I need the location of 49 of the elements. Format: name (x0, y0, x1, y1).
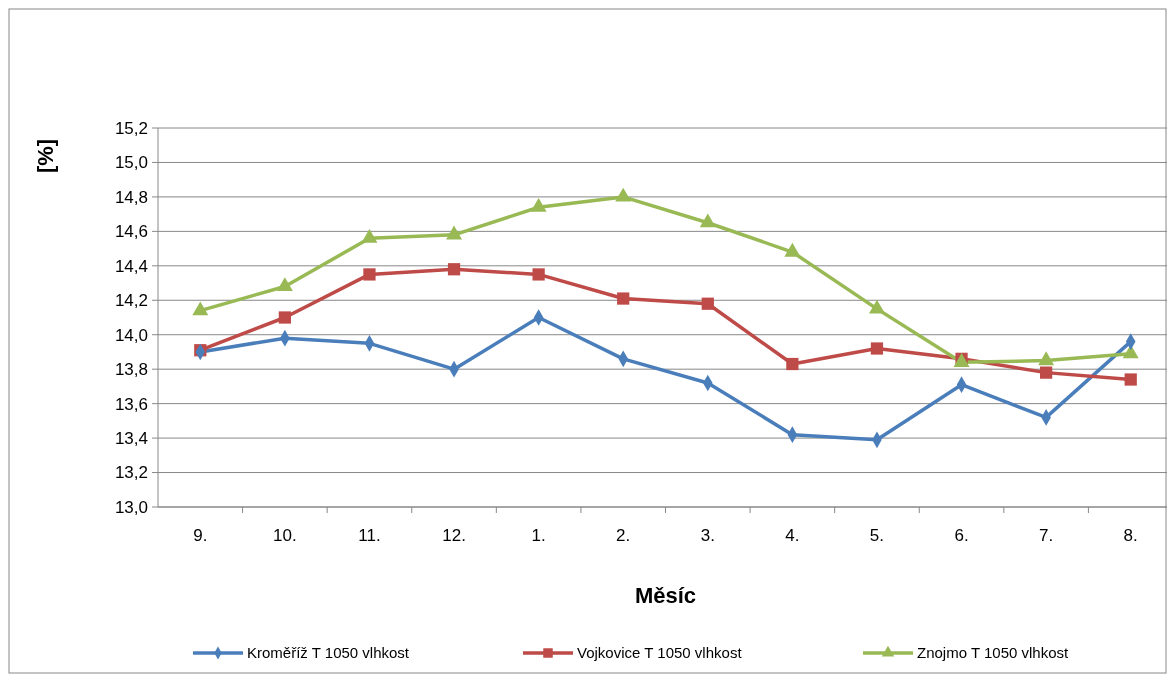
y-tick-label: 14,0 (114, 325, 148, 345)
x-tick-label: 11. (358, 526, 381, 545)
y-tick-label: 14,6 (114, 222, 148, 242)
point (1038, 351, 1055, 366)
point (868, 299, 885, 314)
x-tick-label: 4. (785, 526, 800, 545)
x-tick-label: 9. (193, 526, 208, 545)
y-tick-label: 14,2 (114, 291, 148, 311)
x-tick-label: 3. (700, 526, 715, 545)
point (192, 301, 209, 316)
x-tick-label: 12. (442, 526, 466, 545)
y-axis-title: [%] (33, 138, 58, 174)
point (870, 342, 884, 355)
legend-label: Znojmo T 1050 vlhkost (917, 644, 1070, 662)
x-tick-label: 8. (1123, 526, 1138, 545)
x-tick-label: 2. (616, 526, 631, 545)
point (786, 357, 799, 371)
x-axis-title: Měsíc (634, 583, 697, 608)
point (530, 198, 547, 212)
x-tick-label: 10. (273, 526, 297, 545)
point (784, 242, 801, 257)
point (1040, 366, 1053, 379)
legend-label: Kroměříž T 1050 vlhkost (247, 644, 410, 662)
y-tick-label: 14,4 (114, 256, 148, 276)
point (615, 187, 632, 202)
point (699, 213, 716, 228)
x-tick-label: 7. (1039, 526, 1054, 545)
y-tick-label: 15,0 (114, 153, 148, 173)
point (363, 268, 376, 281)
point (278, 311, 291, 324)
y-tick-label: 15,2 (114, 118, 148, 138)
y-tick-label: 14,8 (114, 187, 148, 207)
legend-label: Vojkovice T 1050 vlhkost (577, 644, 743, 662)
y-tick-label: 13,6 (114, 394, 148, 414)
point (361, 229, 378, 243)
x-tick-label: 1. (531, 526, 546, 545)
point (446, 225, 463, 240)
point (447, 263, 461, 276)
point (1124, 373, 1137, 386)
y-tick-label: 13,0 (114, 497, 148, 517)
x-tick-label: 6. (954, 526, 969, 545)
point (276, 277, 293, 292)
x-tick-label: 5. (869, 526, 885, 545)
point (617, 292, 630, 305)
y-tick-label: 13,4 (114, 429, 148, 449)
point (701, 297, 714, 310)
y-tick-label: 13,2 (114, 463, 148, 483)
point (532, 268, 545, 281)
y-tick-label: 13,8 (114, 360, 148, 380)
